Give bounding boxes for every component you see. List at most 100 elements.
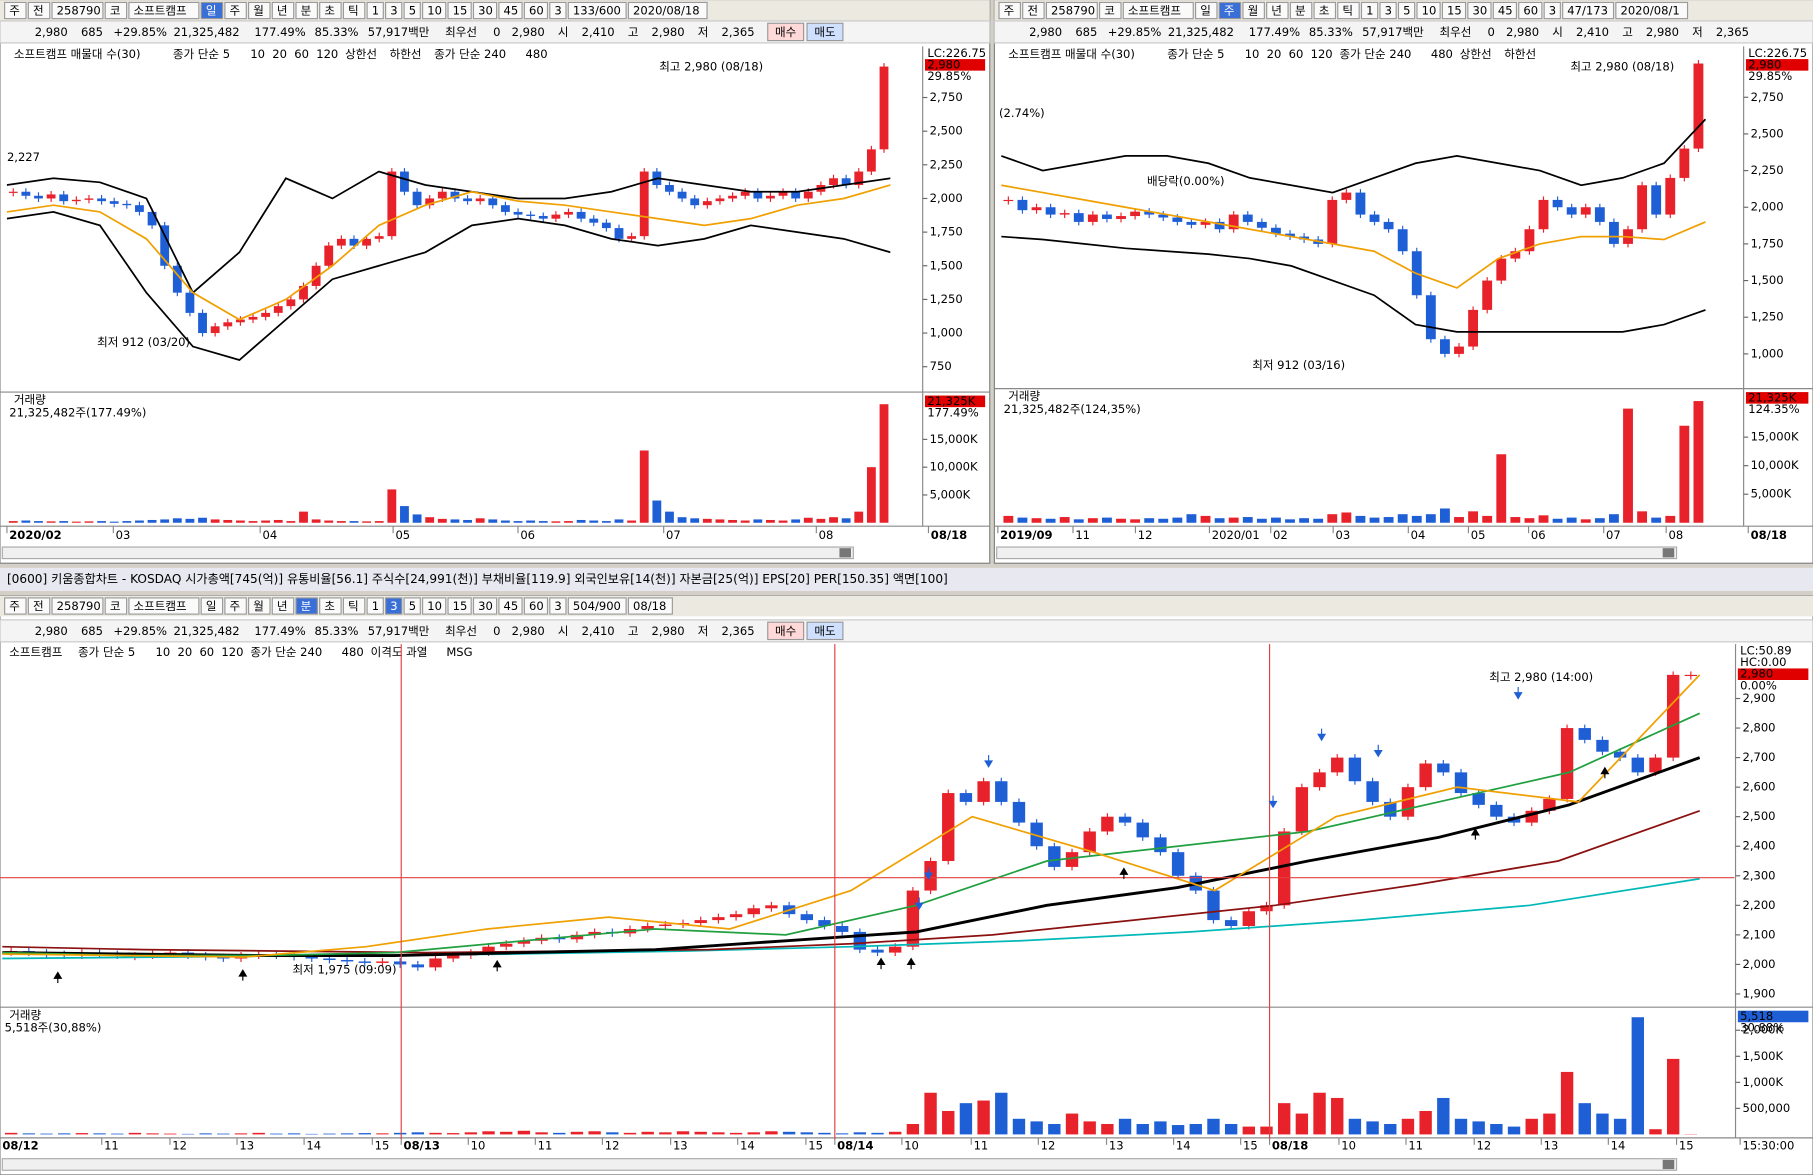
toolbar-button[interactable] [295, 597, 318, 615]
toolbar-button[interactable] [104, 597, 128, 615]
toolbar-button[interactable] [1379, 1, 1397, 20]
toolbar-button[interactable] [1099, 1, 1122, 20]
toolbar-button[interactable] [422, 597, 447, 615]
scroll-thumb[interactable] [839, 548, 851, 558]
toolbar-button[interactable] [342, 597, 366, 615]
candle [1651, 185, 1662, 215]
toolbar-button[interactable] [27, 1, 51, 20]
toolbar-button[interactable] [403, 597, 421, 615]
date-label: 12 [1041, 1138, 1056, 1152]
toolbar-button[interactable] [447, 1, 472, 20]
toolbar-button[interactable] [1337, 1, 1360, 20]
toolbar-button[interactable] [498, 1, 523, 20]
toolbar-button[interactable] [472, 1, 498, 20]
toolbar-button[interactable] [128, 1, 200, 20]
scrollbar[interactable] [996, 546, 1678, 560]
toolbar-button[interactable] [627, 597, 673, 615]
toolbar-button[interactable] [1360, 1, 1379, 20]
toolbar-button[interactable] [248, 1, 271, 20]
toolbar-button[interactable] [224, 1, 247, 20]
toolbar-button[interactable] [1562, 1, 1615, 20]
toolbar-button[interactable] [295, 1, 318, 20]
toolbar-button[interactable] [385, 597, 403, 615]
order-label[interactable]: 매수 [775, 624, 796, 638]
toolbar-button[interactable] [51, 1, 104, 20]
order-label[interactable]: 매도 [814, 25, 836, 39]
toolbar-button[interactable] [1122, 1, 1194, 20]
toolbar-button[interactable] [224, 597, 247, 615]
toolbar-button[interactable] [403, 1, 421, 20]
toolbar-label: 년 [277, 4, 288, 18]
toolbar-button[interactable] [523, 1, 549, 20]
toolbar-button[interactable] [1615, 1, 1689, 20]
scrollbar[interactable] [1, 546, 854, 560]
order-label[interactable]: 매수 [775, 25, 796, 39]
toolbar-button[interactable] [104, 1, 128, 20]
order-button[interactable] [806, 22, 844, 42]
toolbar-button[interactable] [200, 1, 224, 20]
toolbar-button[interactable] [27, 597, 51, 615]
toolbar-button[interactable] [447, 597, 472, 615]
toolbar-button[interactable] [4, 597, 27, 615]
toolbar-button[interactable] [1218, 1, 1242, 20]
toolbar-button[interactable] [342, 1, 366, 20]
toolbar-button[interactable] [567, 1, 627, 20]
chart-annotation: 최고 2,980 (14:00) [1489, 670, 1593, 684]
candle [1369, 214, 1380, 222]
toolbar-button[interactable] [1492, 1, 1517, 20]
toolbar-button[interactable] [1045, 1, 1098, 20]
toolbar-button[interactable] [523, 597, 549, 615]
toolbar-button[interactable] [128, 597, 200, 615]
volume-title: 거래량 [1008, 389, 1040, 403]
toolbar-button[interactable] [1518, 1, 1543, 20]
volume-bar [538, 521, 548, 523]
order-button[interactable] [806, 621, 844, 641]
volume-bar [482, 1131, 495, 1135]
toolbar-button[interactable] [271, 597, 295, 615]
toolbar-button[interactable] [998, 1, 1021, 20]
toolbar-button[interactable] [1397, 1, 1416, 20]
toolbar-button[interactable] [200, 597, 224, 615]
candle [450, 191, 460, 199]
toolbar-button[interactable] [366, 1, 384, 20]
toolbar-button[interactable] [4, 1, 27, 20]
volume-bar [261, 520, 271, 523]
toolbar-label: 소프트캠프 [134, 599, 187, 613]
toolbar-button[interactable] [472, 597, 498, 615]
scrollbar[interactable] [1, 1158, 1678, 1171]
toolbar-button[interactable] [1266, 1, 1289, 20]
toolbar-button[interactable] [549, 1, 567, 20]
toolbar-button[interactable] [366, 597, 384, 615]
toolbar-button[interactable] [319, 597, 342, 615]
toolbar-button[interactable] [271, 1, 295, 20]
order-button[interactable] [767, 621, 805, 641]
toolbar-button[interactable] [1441, 1, 1467, 20]
toolbar-button[interactable] [319, 1, 342, 20]
y-tick-label: 2,250 [1751, 163, 1784, 177]
toolbar-button[interactable] [627, 1, 708, 20]
info-value: 2,410 [582, 25, 615, 39]
toolbar-label: 전 [33, 4, 44, 18]
order-label[interactable]: 매도 [814, 624, 836, 638]
scroll-thumb[interactable] [1662, 1159, 1675, 1170]
scroll-thumb[interactable] [1662, 548, 1675, 558]
toolbar-button[interactable] [385, 1, 403, 20]
toolbar-button[interactable] [549, 597, 567, 615]
toolbar-button[interactable] [51, 597, 104, 615]
toolbar-button[interactable] [1467, 1, 1492, 20]
y-tick-label: 2,700 [1742, 750, 1775, 764]
toolbar-button[interactable] [1242, 1, 1265, 20]
toolbar-button[interactable] [1194, 1, 1218, 20]
volume-bar [1136, 1123, 1149, 1135]
toolbar-button[interactable] [248, 597, 271, 615]
toolbar-button[interactable] [567, 597, 627, 615]
toolbar-button[interactable] [422, 1, 447, 20]
toolbar-button[interactable] [1416, 1, 1441, 20]
toolbar-button[interactable] [498, 597, 523, 615]
volume-bar [349, 521, 359, 523]
order-button[interactable] [767, 22, 805, 42]
toolbar-button[interactable] [1022, 1, 1045, 20]
toolbar-button[interactable] [1313, 1, 1337, 20]
toolbar-button[interactable] [1289, 1, 1313, 20]
toolbar-button[interactable] [1543, 1, 1561, 20]
